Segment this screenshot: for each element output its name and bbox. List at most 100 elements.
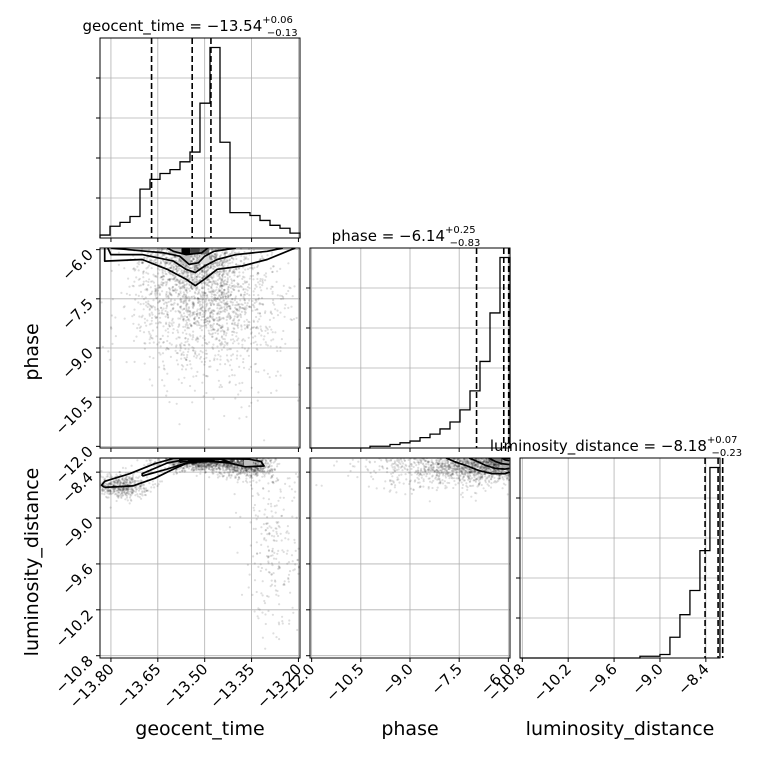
scatter-point xyxy=(151,337,154,340)
scatter-point xyxy=(492,470,495,473)
scatter-point xyxy=(236,354,239,357)
scatter-point xyxy=(146,463,149,466)
scatter-point xyxy=(129,490,132,493)
scatter-point xyxy=(199,278,202,282)
scatter-point xyxy=(155,287,158,290)
scatter-point xyxy=(207,329,210,332)
scatter-point xyxy=(188,277,191,280)
scatter-point xyxy=(201,292,204,295)
scatter-point xyxy=(490,476,493,479)
scatter-point xyxy=(477,479,480,482)
scatter-point xyxy=(151,252,154,255)
scatter-point xyxy=(253,326,256,329)
scatter-point xyxy=(125,481,128,484)
scatter-point xyxy=(157,286,160,289)
scatter-point xyxy=(209,465,212,468)
scatter-point xyxy=(124,478,127,481)
scatter-point xyxy=(225,272,228,275)
scatter-point xyxy=(208,307,211,310)
scatter-point xyxy=(118,470,121,474)
scatter-point xyxy=(455,470,459,473)
scatter-point xyxy=(290,488,293,491)
scatter-point xyxy=(294,563,297,566)
scatter-point xyxy=(275,504,278,507)
scatter-point xyxy=(165,301,168,304)
scatter-point xyxy=(233,469,237,472)
scatter-point xyxy=(272,338,275,341)
scatter-point xyxy=(202,313,205,316)
scatter-point xyxy=(271,470,274,473)
scatter-point xyxy=(134,494,137,497)
scatter-point xyxy=(104,491,107,494)
scatter-point xyxy=(183,307,186,310)
scatter-point xyxy=(214,257,217,260)
scatter-point xyxy=(214,280,217,283)
scatter-point xyxy=(216,291,219,294)
scatter-point xyxy=(188,464,191,468)
scatter-point xyxy=(179,347,182,350)
scatter-point xyxy=(202,297,205,300)
scatter-point xyxy=(181,368,184,371)
scatter-point xyxy=(231,459,234,462)
scatter-point xyxy=(225,309,229,312)
scatter-point xyxy=(237,468,240,471)
scatter-point xyxy=(190,260,194,263)
scatter-point xyxy=(210,465,214,468)
scatter-point xyxy=(112,487,115,490)
scatter-point xyxy=(242,338,245,341)
scatter-point xyxy=(235,263,238,266)
scatter-point xyxy=(256,265,259,269)
scatter-point xyxy=(242,466,245,470)
scatter-point xyxy=(209,255,213,259)
scatter-point xyxy=(221,285,224,288)
scatter-point xyxy=(194,269,197,272)
scatter-point xyxy=(275,539,278,543)
scatter-point xyxy=(297,565,300,568)
scatter-point xyxy=(190,259,193,262)
scatter-point xyxy=(194,275,197,278)
scatter-point xyxy=(251,267,254,270)
scatter-point xyxy=(230,256,233,260)
scatter-point xyxy=(273,468,277,471)
scatter-point xyxy=(199,465,203,468)
scatter-point xyxy=(196,275,199,278)
scatter-point xyxy=(190,255,194,259)
scatter-point xyxy=(130,493,133,496)
scatter-point xyxy=(227,291,230,294)
scatter-point xyxy=(150,316,154,320)
scatter-point xyxy=(212,280,216,283)
scatter-point xyxy=(134,480,137,483)
scatter-point xyxy=(219,358,222,361)
scatter-point xyxy=(135,488,138,491)
scatter-point xyxy=(227,313,231,316)
scatter-point xyxy=(114,316,117,319)
scatter-point xyxy=(253,470,256,473)
scatter-point xyxy=(125,488,128,491)
scatter-point xyxy=(199,327,202,330)
scatter-point xyxy=(243,339,246,342)
scatter-point xyxy=(224,295,227,298)
scatter-point xyxy=(172,464,175,467)
scatter-point xyxy=(257,272,260,275)
scatter-point xyxy=(171,319,174,322)
scatter-point xyxy=(104,487,107,490)
scatter-point xyxy=(256,325,259,328)
scatter-point xyxy=(189,384,192,388)
scatter-point xyxy=(242,295,245,298)
scatter-point xyxy=(121,486,124,490)
scatter-point xyxy=(249,467,252,470)
scatter-point xyxy=(162,282,165,285)
scatter-point xyxy=(236,459,239,462)
scatter-point xyxy=(223,264,226,267)
scatter-point xyxy=(274,331,277,334)
scatter-point xyxy=(162,259,165,262)
scatter-point xyxy=(154,261,157,264)
scatter-point xyxy=(274,458,277,461)
scatter-point xyxy=(111,487,114,490)
scatter-point xyxy=(216,297,219,300)
scatter-point xyxy=(192,257,196,260)
scatter-point xyxy=(474,464,477,467)
scatter-point xyxy=(240,303,243,306)
scatter-point xyxy=(226,476,229,479)
scatter-point xyxy=(191,273,194,276)
